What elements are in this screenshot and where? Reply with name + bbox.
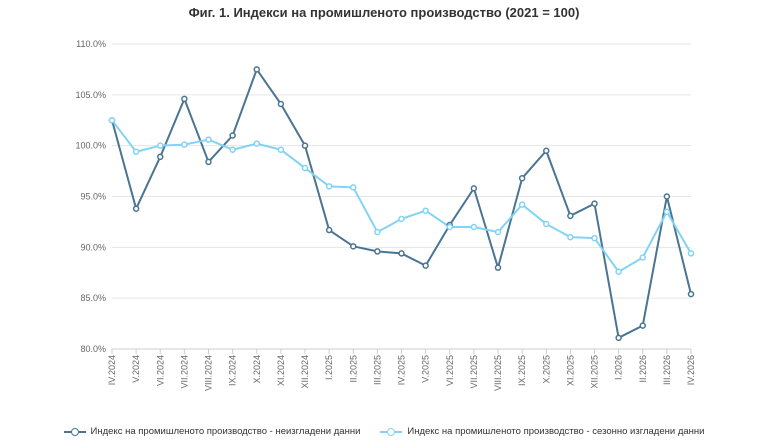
data-point-series-1 bbox=[253, 66, 260, 73]
x-tick-label: V.2025 bbox=[421, 355, 431, 383]
y-tick-label: 90.0% bbox=[80, 242, 106, 252]
legend-label-seasonally-adjusted: Индекс на промишленото производство - се… bbox=[407, 426, 705, 437]
series-line-2 bbox=[111, 119, 692, 273]
data-point-series-1 bbox=[663, 193, 671, 200]
y-tick-label: 85.0% bbox=[80, 293, 106, 303]
data-point-series-2 bbox=[325, 183, 333, 190]
data-point-series-2 bbox=[567, 233, 574, 241]
data-point-series-2 bbox=[229, 146, 236, 153]
x-tick-label: II.2026 bbox=[638, 355, 648, 383]
legend-swatch-seasonally-adjusted bbox=[380, 427, 403, 437]
data-point-series-2 bbox=[277, 146, 285, 153]
data-point-series-1 bbox=[398, 250, 405, 257]
x-tick-label: XI.2025 bbox=[565, 355, 575, 386]
x-tick-label: IV.2025 bbox=[397, 355, 407, 385]
x-tick-label: II.2025 bbox=[348, 355, 358, 383]
x-tick-label: III.2026 bbox=[662, 355, 672, 385]
x-tick-label: IV.2026 bbox=[686, 355, 696, 385]
data-point-series-2 bbox=[494, 228, 502, 236]
x-tick-label: VI.2024 bbox=[155, 355, 165, 386]
series-line-1 bbox=[111, 68, 692, 339]
data-point-series-2 bbox=[108, 117, 116, 124]
data-point-series-1 bbox=[229, 132, 236, 139]
data-point-series-1 bbox=[374, 248, 381, 255]
data-point-series-2 bbox=[205, 136, 212, 143]
data-point-series-2 bbox=[518, 201, 526, 208]
data-point-series-1 bbox=[567, 212, 574, 220]
data-point-series-2 bbox=[157, 142, 164, 149]
data-point-series-1 bbox=[422, 262, 429, 269]
data-point-series-1 bbox=[181, 95, 188, 103]
x-tick-label: VII.2024 bbox=[179, 355, 189, 389]
legend: Индекс на промишленото производство - не… bbox=[0, 426, 768, 437]
data-point-series-1 bbox=[301, 142, 309, 149]
data-point-series-2 bbox=[253, 140, 260, 147]
legend-item-unsmoothed[interactable]: Индекс на промишленото производство - не… bbox=[63, 426, 361, 437]
x-tick-label: VIII.2024 bbox=[204, 355, 214, 391]
data-point-series-2 bbox=[591, 234, 598, 242]
y-tick-label: 100.0% bbox=[75, 141, 106, 151]
x-tick-label: XII.2025 bbox=[590, 355, 600, 389]
data-point-series-2 bbox=[422, 207, 429, 214]
data-point-series-1 bbox=[470, 185, 478, 192]
data-point-series-2 bbox=[446, 223, 453, 231]
legend-item-seasonally-adjusted[interactable]: Индекс на промишленото производство - се… bbox=[380, 426, 704, 437]
data-point-series-2 bbox=[639, 254, 646, 261]
data-point-series-1 bbox=[518, 174, 526, 182]
data-point-series-1 bbox=[543, 147, 550, 154]
data-point-series-1 bbox=[615, 334, 622, 342]
x-tick-label: X.2024 bbox=[252, 355, 262, 384]
x-tick-label: IX.2025 bbox=[517, 355, 527, 386]
data-point-series-1 bbox=[591, 200, 598, 207]
x-tick-label: I.2025 bbox=[324, 355, 334, 380]
x-tick-label: XI.2024 bbox=[276, 355, 286, 386]
data-point-series-1 bbox=[639, 322, 646, 329]
data-point-series-2 bbox=[350, 184, 357, 191]
y-tick-label: 80.0% bbox=[80, 344, 106, 354]
legend-label-unsmoothed: Индекс на промишленото производство - не… bbox=[90, 426, 361, 437]
data-point-series-1 bbox=[157, 153, 164, 161]
x-tick-label: IX.2024 bbox=[228, 355, 238, 386]
x-tick-label: XII.2024 bbox=[300, 355, 310, 389]
x-tick-label: X.2025 bbox=[541, 355, 551, 384]
legend-swatch-unsmoothed bbox=[63, 427, 86, 437]
y-tick-label: 110.0% bbox=[76, 39, 106, 49]
data-point-series-2 bbox=[687, 250, 695, 257]
data-point-series-1 bbox=[494, 264, 502, 271]
data-point-series-2 bbox=[398, 215, 405, 223]
x-tick-label: I.2026 bbox=[614, 355, 624, 380]
y-tick-label: 95.0% bbox=[80, 192, 106, 202]
data-point-series-2 bbox=[374, 228, 381, 236]
x-tick-label: III.2025 bbox=[372, 355, 382, 385]
data-point-series-2 bbox=[132, 148, 140, 156]
data-point-series-1 bbox=[350, 243, 357, 250]
data-point-series-2 bbox=[301, 164, 309, 172]
data-point-series-2 bbox=[615, 268, 622, 275]
x-tick-label: V.2024 bbox=[131, 355, 141, 383]
data-point-series-2 bbox=[663, 208, 671, 215]
data-point-series-2 bbox=[543, 220, 550, 228]
data-point-series-1 bbox=[325, 226, 333, 234]
x-tick-label: VIII.2025 bbox=[493, 355, 503, 391]
data-point-series-1 bbox=[277, 100, 285, 108]
y-tick-label: 105.0% bbox=[75, 90, 106, 100]
x-tick-label: VI.2025 bbox=[445, 355, 455, 386]
data-point-series-1 bbox=[687, 290, 695, 298]
data-point-series-1 bbox=[132, 205, 140, 212]
line-chart: 80.0% 85.0% 90.0% 95.0% 100.0% 105.0% 110.0% IV… bbox=[75, 39, 696, 391]
x-tick-label: VII.2025 bbox=[469, 355, 479, 389]
data-point-series-1 bbox=[205, 158, 212, 166]
data-point-series-2 bbox=[470, 223, 478, 231]
chart-title: Фиг. 1. Индекси на промишленото производ… bbox=[188, 5, 580, 20]
x-tick-label: IV.2024 bbox=[107, 355, 117, 385]
data-point-series-2 bbox=[181, 141, 188, 148]
